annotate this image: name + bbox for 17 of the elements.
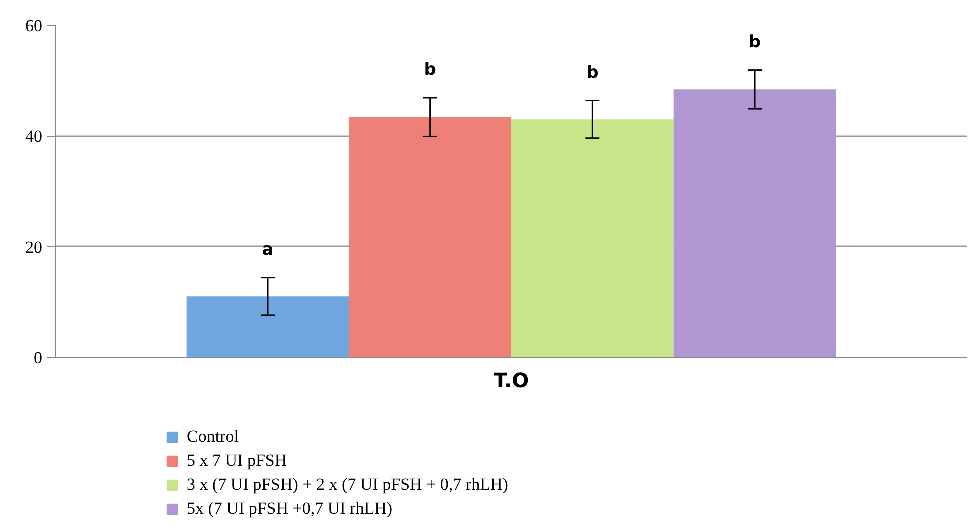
- y-tick-label: 0: [34, 348, 42, 368]
- y-tick-label: 60: [26, 16, 42, 36]
- annotation: b: [424, 60, 436, 80]
- annotation: a: [262, 240, 274, 260]
- annotation: b: [748, 32, 762, 52]
- annotation: b: [586, 62, 599, 83]
- legend-label: Control: [187, 426, 239, 448]
- x-tick-label: T.O: [494, 368, 530, 392]
- bar: [349, 117, 512, 358]
- legend-label: 5x (7 UI pFSH +0,7 UI rhLH): [187, 498, 393, 520]
- bar: [186, 296, 350, 358]
- bar: [674, 90, 836, 358]
- bar: [512, 120, 674, 358]
- legend-label: 5 x 7 UI pFSH: [187, 450, 288, 472]
- y-tick-label: 40: [26, 127, 42, 146]
- y-tick-label: 20: [26, 238, 42, 257]
- legend-label: 3 x (7 UI pFSH) + 2 x (7 UI pFSH + 0,7 rhLH): [187, 474, 508, 496]
